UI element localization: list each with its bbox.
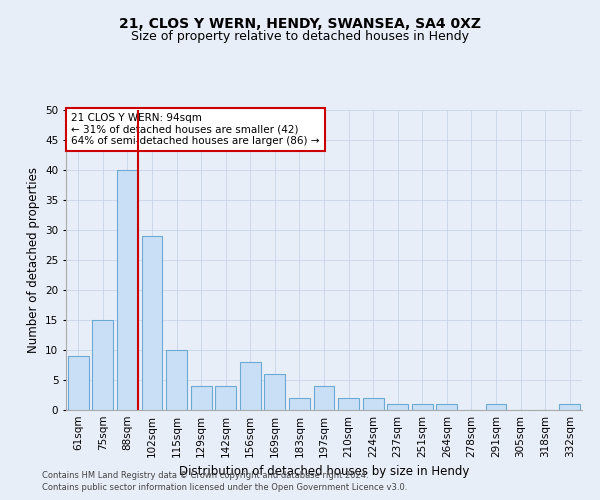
Bar (485, 404, 506, 410)
Bar (387, 404, 408, 410)
Bar (436, 404, 457, 410)
Bar (166, 350, 187, 410)
Text: 21 CLOS Y WERN: 94sqm
← 31% of detached houses are smaller (42)
64% of semi-deta: 21 CLOS Y WERN: 94sqm ← 31% of detached … (71, 113, 320, 146)
Bar (215, 386, 236, 410)
Bar (240, 362, 261, 410)
Bar (142, 236, 163, 410)
Text: Contains HM Land Registry data © Crown copyright and database right 2024.: Contains HM Land Registry data © Crown c… (42, 471, 368, 480)
Bar (314, 386, 334, 410)
Text: 21, CLOS Y WERN, HENDY, SWANSEA, SA4 0XZ: 21, CLOS Y WERN, HENDY, SWANSEA, SA4 0XZ (119, 18, 481, 32)
Y-axis label: Number of detached properties: Number of detached properties (26, 167, 40, 353)
Bar (92, 320, 113, 410)
Text: Contains public sector information licensed under the Open Government Licence v3: Contains public sector information licen… (42, 484, 407, 492)
Bar (117, 170, 138, 410)
Bar (338, 398, 359, 410)
Bar (191, 386, 212, 410)
Bar (559, 404, 580, 410)
Bar (265, 374, 286, 410)
Bar (412, 404, 433, 410)
Bar (362, 398, 383, 410)
X-axis label: Distribution of detached houses by size in Hendy: Distribution of detached houses by size … (179, 466, 469, 478)
Text: Size of property relative to detached houses in Hendy: Size of property relative to detached ho… (131, 30, 469, 43)
Bar (289, 398, 310, 410)
Bar (68, 356, 89, 410)
